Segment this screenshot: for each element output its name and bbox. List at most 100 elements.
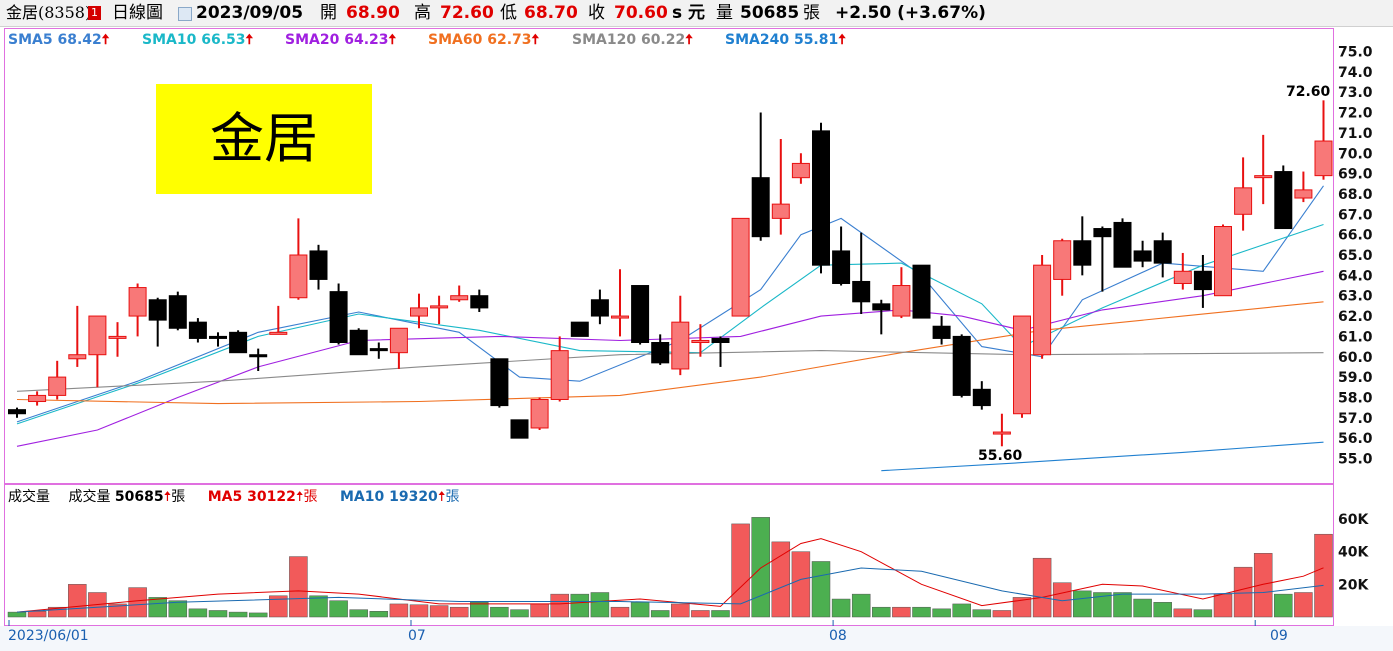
candle-body [892, 285, 911, 317]
candle-body [932, 325, 951, 339]
header-bar: 金居(8358) 1 日線圖 2023/09/05 開 68.90 高 72.6… [0, 0, 1393, 27]
volume-bar [771, 541, 791, 618]
price-tick-label: 71.0 [1338, 126, 1373, 142]
volume-bar [369, 611, 389, 618]
volume-ma5-line [16, 538, 1324, 613]
volume-bar [289, 556, 308, 618]
price-tick-label: 65.0 [1338, 248, 1373, 264]
volume-bar [751, 517, 770, 618]
high-annotation: 72.60 [1286, 84, 1331, 100]
volume-bar [269, 595, 288, 618]
price-tick-label: 62.0 [1338, 309, 1373, 325]
candle-body [570, 321, 589, 337]
candle-body [1294, 189, 1313, 199]
candle-body [791, 162, 810, 179]
candle-body [229, 331, 248, 354]
price-tick-label: 55.0 [1338, 452, 1373, 468]
candle-body [450, 295, 469, 301]
candle-body [731, 217, 750, 317]
sma-legend-label: SMA60 62.73 [428, 32, 532, 48]
volume-label: 量 [716, 3, 733, 23]
volume-bar [1173, 608, 1193, 618]
volume-bar [27, 611, 47, 618]
volume-bar [68, 584, 87, 618]
volume-bar [168, 600, 188, 618]
volume-legend-value: 50685 [114, 489, 164, 505]
volume-bar [429, 605, 449, 618]
volume-bar [47, 606, 67, 618]
price-tick-label: 60.0 [1338, 350, 1373, 366]
ma5-unit: 張 [303, 489, 318, 505]
price-tick-label: 56.0 [1338, 431, 1373, 447]
candle-body [8, 409, 26, 415]
volume-bar [148, 597, 167, 618]
open-value: 68.90 [346, 3, 400, 23]
volume-bar [791, 551, 811, 618]
sma-legend-label: SMA10 66.53 [142, 32, 246, 48]
candle-body [410, 307, 428, 317]
price-tick-label: 58.0 [1338, 390, 1373, 406]
price-tick-label: 59.0 [1338, 370, 1373, 386]
candle-body [992, 431, 1011, 435]
candle-body [912, 264, 931, 319]
candle-body [128, 287, 147, 317]
up-arrow-icon: 🠅 [295, 489, 304, 505]
x-axis-bar [0, 626, 1393, 651]
chart-kind[interactable]: 日線圖 [112, 3, 163, 23]
candle-body [550, 350, 569, 400]
volume-bar [1314, 533, 1333, 618]
volume-bar [1294, 592, 1313, 618]
candle-body [1193, 270, 1212, 291]
sma-legend-item: SMA10 66.53🠅 [142, 29, 253, 53]
candle-body [1033, 264, 1052, 356]
volume-bar [208, 610, 228, 618]
alert-badge[interactable]: 1 [88, 6, 101, 20]
volume-bar [851, 593, 871, 618]
volume-bar [691, 610, 710, 618]
up-arrow-icon: 🠅 [388, 32, 397, 48]
stock-title-box: 金居 [156, 84, 372, 194]
ma10-unit: 張 [445, 489, 460, 505]
change-value: +2.50 (+3.67%) [835, 3, 986, 23]
candle-body [771, 203, 790, 219]
high-label: 高 [414, 3, 431, 23]
volume-bar [1032, 557, 1052, 618]
sma-legend-label: SMA120 60.22 [572, 32, 686, 48]
volume-bar [530, 603, 549, 618]
low-label: 低 [500, 3, 517, 23]
candle-body [68, 354, 87, 360]
volume-bar [952, 603, 971, 618]
price-tick-label: 64.0 [1338, 268, 1373, 284]
volume-bar [490, 606, 509, 618]
sma-line-sma5 [16, 185, 1324, 423]
volume-bar [811, 561, 831, 618]
close-value: 70.60 [614, 3, 668, 23]
ma5-legend: MA5 30122 [207, 489, 296, 505]
sma-line-sma10 [16, 223, 1324, 425]
sma-legend-label: SMA240 55.81 [725, 32, 839, 48]
candle-body [48, 376, 67, 396]
volume-legend-label: 成交量 [68, 489, 111, 505]
up-arrow-icon: 🠅 [163, 489, 172, 505]
price-tick-label: 75.0 [1338, 45, 1373, 61]
volume-bar [892, 606, 911, 618]
high-value: 72.60 [440, 3, 494, 23]
candle-body [1314, 140, 1333, 177]
volume-ma10-line [16, 567, 1324, 613]
price-tick-label: 67.0 [1338, 207, 1373, 223]
sma-line-sma240 [881, 441, 1324, 472]
candle-body [1113, 221, 1132, 268]
volume-bar [389, 603, 409, 618]
date-value: 2023/09/05 [196, 3, 304, 23]
candle-body [711, 337, 730, 344]
ma10-legend: MA10 19320 [339, 489, 438, 505]
volume-bar [449, 606, 469, 618]
checkbox-icon[interactable] [178, 7, 192, 21]
volume-bar [1153, 602, 1172, 618]
volume-unit: 張 [803, 3, 820, 23]
candle-body [1254, 175, 1273, 179]
sma-legend-item: SMA20 64.23🠅 [285, 29, 396, 53]
candle-body [691, 339, 710, 344]
volume-bar [1274, 593, 1293, 618]
